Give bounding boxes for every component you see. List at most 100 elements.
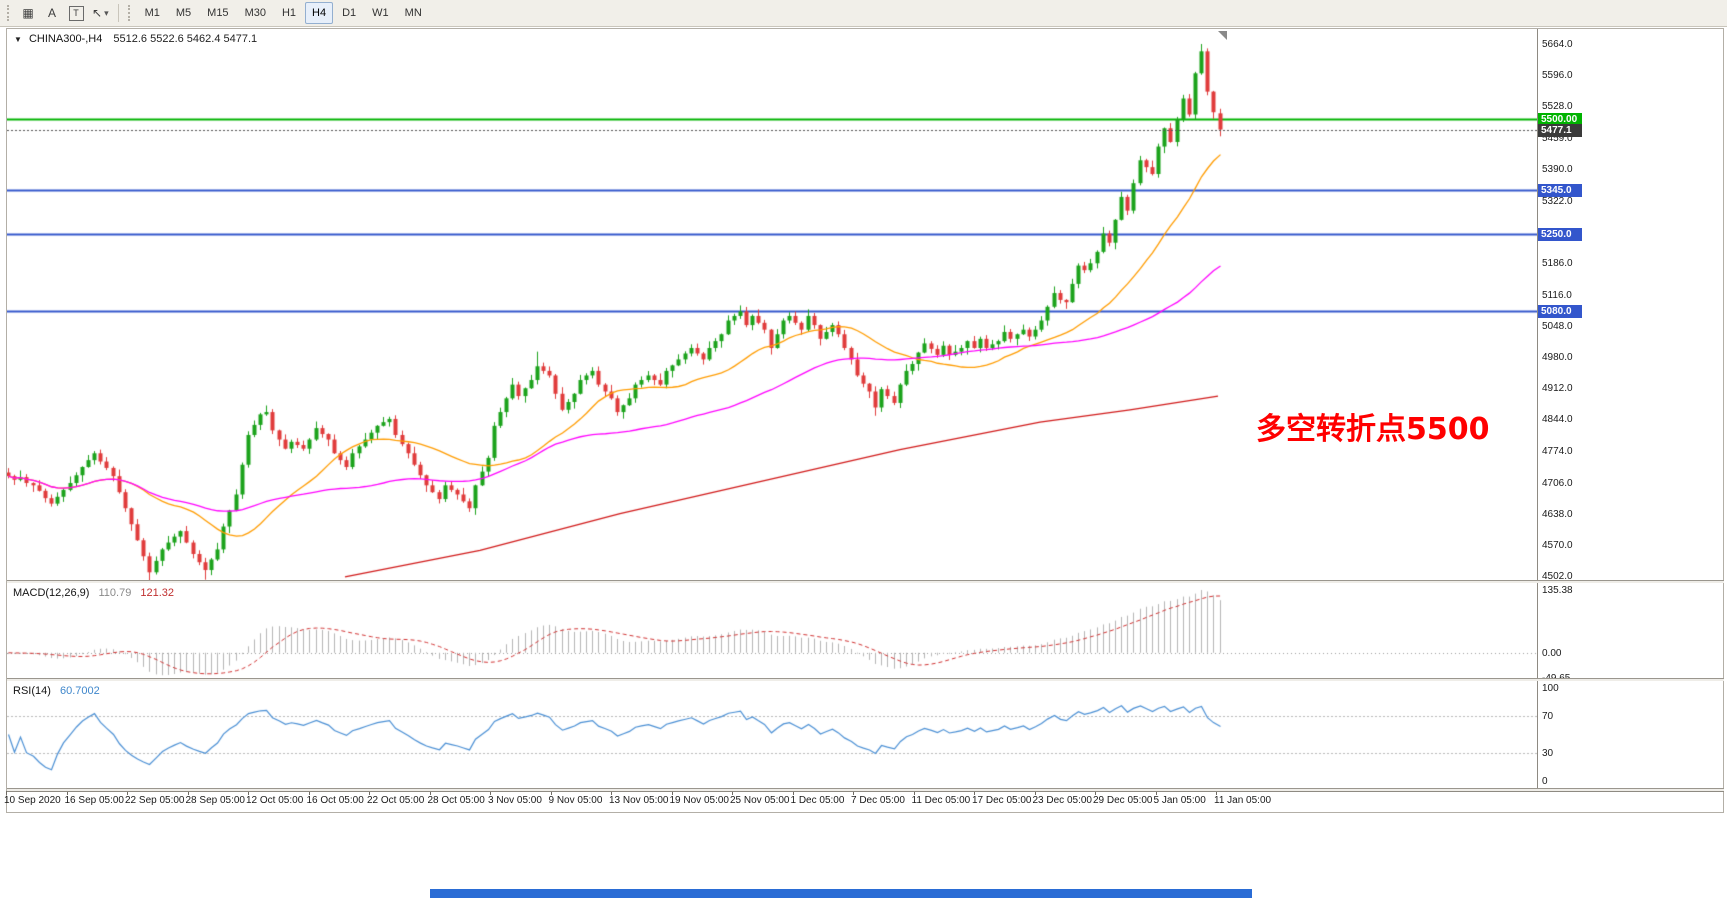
macd-axis-tick: 0.00 <box>1542 647 1562 659</box>
chart-ohlc-values: 5512.6 5522.6 5462.4 5477.1 <box>113 33 258 45</box>
time-axis-tick <box>66 791 68 795</box>
price-axis-tick: 4706.0 <box>1542 477 1573 489</box>
price-axis-tick: 5596.0 <box>1542 70 1573 82</box>
price-axis-tick: 5390.0 <box>1542 164 1573 176</box>
rsi-axis-tick: 30 <box>1542 748 1554 760</box>
price-axis-tick: 5186.0 <box>1542 257 1573 269</box>
time-axis-label: 7 Dec 05:00 <box>851 795 905 806</box>
rsi-axis-tick: 100 <box>1542 683 1559 694</box>
time-axis-tick <box>1095 791 1096 795</box>
time-axis-label: 22 Oct 05:00 <box>367 795 425 806</box>
time-axis-tick <box>187 791 189 795</box>
time-axis-tick <box>6 791 7 795</box>
macd-label: MACD(12,26,9) 110.79 121.32 <box>13 587 174 599</box>
rsi-axis-tick: 70 <box>1542 710 1554 722</box>
text-a-icon: A <box>47 6 56 20</box>
time-axis-tick <box>550 791 552 795</box>
time-axis-tick <box>1216 791 1217 795</box>
price-axis-tick: 5322.0 <box>1542 195 1573 207</box>
time-axis-tick <box>127 791 128 795</box>
price-axis-tick: 4774.0 <box>1542 446 1573 458</box>
current-price-badge: 5477.1 <box>1538 123 1582 137</box>
price-axis-tick: 4502.0 <box>1542 570 1573 582</box>
price-axis-tick: 5528.0 <box>1542 101 1573 113</box>
main-price-chart[interactable] <box>7 30 1537 580</box>
price-axis-tick: 4912.0 <box>1542 383 1573 395</box>
timeframe-button-m30[interactable]: M30 <box>244 7 266 19</box>
macd-name: MACD(12,26,9) <box>13 587 90 599</box>
price-axis-tick: 5116.0 <box>1542 289 1572 301</box>
rsi-name: RSI(14) <box>13 685 51 697</box>
text-label-button[interactable]: A <box>40 2 64 24</box>
macd-axis-tick: 135.38 <box>1542 585 1573 596</box>
price-axis-tick: 5048.0 <box>1542 321 1573 332</box>
level-price-badge: 5250.0 <box>1538 227 1582 241</box>
time-axis-label: 29 Dec 05:00 <box>1093 795 1153 806</box>
time-axis-tick <box>248 791 249 795</box>
time-axis-label: 28 Sep 05:00 <box>185 795 246 806</box>
time-axis-label: 19 Nov 05:00 <box>669 795 730 806</box>
time-axis-label: 16 Sep 05:00 <box>64 795 125 806</box>
price-axis-tick: 5459.0 <box>1542 132 1573 144</box>
panel-splitter-macd[interactable] <box>7 580 1724 583</box>
time-axis-label: 25 Nov 05:00 <box>730 795 790 806</box>
timeframe-button-w1[interactable]: W1 <box>372 7 389 19</box>
price-axis-tick: 4638.0 <box>1542 508 1573 520</box>
price-axis-tick: 4844.0 <box>1542 414 1573 426</box>
timeframe-button-m5[interactable]: M5 <box>175 7 192 19</box>
time-axis-tick <box>732 791 733 795</box>
chart-symbol-label: CHINA300-,H4 <box>28 33 103 45</box>
time-axis-label: 13 Nov 05:00 <box>609 795 669 806</box>
time-axis-label: 9 Nov 05:00 <box>548 795 603 806</box>
macd-value-signal: 121.32 <box>140 587 175 599</box>
rsi-indicator-chart[interactable] <box>7 682 1537 788</box>
level-price-badge: 5080.0 <box>1538 305 1582 319</box>
time-axis-label: 22 Sep 05:00 <box>125 795 185 806</box>
time-axis-tick <box>369 791 370 795</box>
chart-grid-icon: ▦ <box>22 6 34 20</box>
time-axis-tick <box>974 791 975 795</box>
chart-annotation-text: 多空转折点5500 <box>1256 412 1490 447</box>
chart-shift-marker-icon[interactable] <box>1218 31 1227 40</box>
time-axis-label: 17 Dec 05:00 <box>972 795 1032 806</box>
timeframe-button-m15[interactable]: M15 <box>207 7 229 19</box>
time-axis-tick <box>429 791 431 795</box>
time-axis-tick <box>308 791 310 795</box>
time-axis-tick <box>1034 791 1036 795</box>
time-axis-tick <box>853 791 854 795</box>
time-axis-label: 16 Oct 05:00 <box>306 795 364 806</box>
panel-splitter-bottom[interactable] <box>7 788 1724 791</box>
toolbar-separator <box>117 4 119 22</box>
panel-splitter-rsi[interactable] <box>7 678 1724 681</box>
background-window-strip <box>430 889 1252 898</box>
timeframe-button-m1[interactable]: M1 <box>144 7 160 19</box>
time-axis-label: 3 Nov 05:00 <box>488 795 542 806</box>
drawing-tools-button[interactable]: ↖ ▾ <box>88 2 113 24</box>
chart-menu-caret-icon[interactable]: ▼ <box>14 35 22 44</box>
timeframe-button-h4[interactable]: H4 <box>305 2 334 24</box>
time-axis-label: 1 Dec 05:00 <box>790 795 845 806</box>
time-axis-tick <box>671 791 673 795</box>
toolbar-drag-handle[interactable] <box>7 5 12 21</box>
time-axis-tick <box>1155 791 1157 795</box>
text-box-icon: T <box>68 5 84 21</box>
time-axis-tick <box>792 791 794 795</box>
time-axis-divider <box>7 791 1724 792</box>
timeframe-group: M1 M5 M15 M30 H1 H4 D1 W1 MN <box>137 2 430 24</box>
rsi-axis-tick: 0 <box>1542 776 1548 787</box>
macd-indicator-chart[interactable] <box>7 584 1537 678</box>
text-box-button[interactable]: T <box>64 2 88 24</box>
macd-value-main: 110.79 <box>98 587 132 599</box>
timeframe-button-d1[interactable]: D1 <box>342 7 357 19</box>
chart-title: ▼ CHINA300-,H4 5512.6 5522.6 5462.4 5477… <box>14 33 257 45</box>
time-axis-tick <box>611 791 612 795</box>
timeframe-button-h1[interactable]: H1 <box>281 7 297 19</box>
timeframe-drag-handle[interactable] <box>127 5 133 21</box>
cursor-icon: ↖ <box>92 6 103 20</box>
chart-grid-button[interactable]: ▦ <box>16 2 40 24</box>
timeframe-button-mn[interactable]: MN <box>404 7 422 19</box>
price-axis-tick: 4570.0 <box>1542 539 1573 551</box>
time-axis-label: 10 Sep 2020 <box>4 795 61 806</box>
toolbar: ▦ A T ↖ ▾ M1 M5 M15 M30 H1 H4 D1 W1 MN <box>0 0 1727 27</box>
time-axis-tick <box>490 791 491 795</box>
